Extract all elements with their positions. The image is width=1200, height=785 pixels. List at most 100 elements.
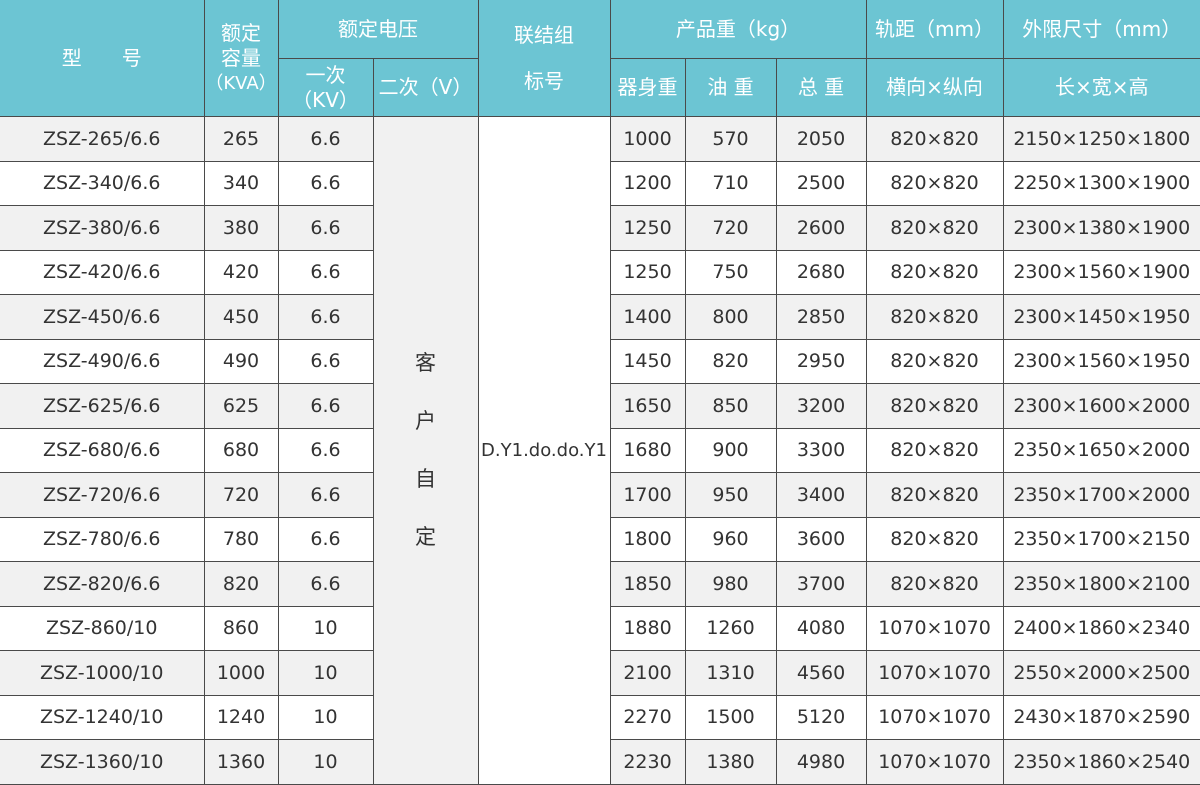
table-row: ZSZ-1360/10 1360 10 2230 1380 4980 1070×1070 23…	[0, 739, 1200, 785]
header-primary: 一次 （KV）	[278, 58, 374, 117]
cell-gauge: 1070×1070	[865, 650, 1004, 696]
table-row: ZSZ-265/6.6 265 6.6 客户自定 D.Y1.do.do.Y1 1000 57…	[0, 116, 1200, 785]
table-row: ZSZ-625/6.6 625 6.6 1650 850 3200 820×820 2300×…	[0, 383, 1200, 429]
cell-dimensions: 2300×1380×1900	[1002, 205, 1200, 251]
cell-total-weight: 3300	[775, 427, 867, 473]
cell-total-weight: 2850	[775, 294, 867, 340]
cell-model: ZSZ-450/6.6	[0, 294, 205, 340]
cell-model: ZSZ-380/6.6	[0, 205, 205, 251]
cell-dimensions: 2350×1800×2100	[1002, 561, 1200, 607]
cell-capacity: 340	[203, 160, 279, 206]
cell-oil-weight: 800	[684, 294, 777, 340]
cell-gauge: 820×820	[865, 516, 1004, 562]
cell-dimensions: 2300×1560×1900	[1002, 249, 1200, 295]
cell-gauge: 820×820	[865, 160, 1004, 206]
cell-total-weight: 5120	[775, 694, 867, 740]
cell-capacity: 860	[203, 605, 279, 651]
cell-capacity: 1360	[203, 739, 279, 785]
cell-body-weight: 1850	[609, 561, 686, 607]
cell-primary-voltage: 6.6	[277, 294, 374, 340]
table-body: ZSZ-265/6.6 265 6.6 客户自定 D.Y1.do.do.Y1 1000 57…	[0, 116, 1200, 785]
cell-oil-weight: 850	[684, 383, 777, 429]
table-row: ZSZ-380/6.6 380 6.6 1250 720 2600 820×820 2300×…	[0, 205, 1200, 251]
header-weight-total: 总 重	[775, 58, 867, 117]
cell-dimensions: 2350×1700×2150	[1002, 516, 1200, 562]
cell-secondary-voltage: 客户自定	[372, 116, 479, 785]
cell-body-weight: 1800	[609, 516, 686, 562]
header-connection: 联结组 标号	[477, 0, 611, 117]
header-weight-body: 器身重	[609, 58, 686, 117]
header-gauge-sub: 横向×纵向	[865, 58, 1004, 117]
cell-model: ZSZ-420/6.6	[0, 249, 205, 295]
cell-gauge: 820×820	[865, 383, 1004, 429]
cell-model: ZSZ-680/6.6	[0, 427, 205, 473]
cell-primary-voltage: 10	[277, 650, 374, 696]
cell-model: ZSZ-265/6.6	[0, 116, 205, 162]
cell-capacity: 265	[203, 116, 279, 162]
cell-capacity: 490	[203, 338, 279, 384]
cell-total-weight: 4980	[775, 739, 867, 785]
table-row: ZSZ-860/10 860 10 1880 1260 4080 1070×1070 2400…	[0, 605, 1200, 651]
cell-oil-weight: 960	[684, 516, 777, 562]
cell-primary-voltage: 6.6	[277, 160, 374, 206]
cell-primary-voltage: 6.6	[277, 338, 374, 384]
cell-oil-weight: 1500	[684, 694, 777, 740]
cell-capacity: 420	[203, 249, 279, 295]
header-primary-line1: 一次	[305, 62, 346, 87]
cell-model: ZSZ-720/6.6	[0, 472, 205, 518]
cell-body-weight: 1250	[609, 249, 686, 295]
cell-capacity: 720	[203, 472, 279, 518]
cell-primary-voltage: 6.6	[277, 116, 374, 162]
cell-oil-weight: 820	[684, 338, 777, 384]
cell-model: ZSZ-1000/10	[0, 650, 205, 696]
cell-total-weight: 3200	[775, 383, 867, 429]
cell-dimensions: 2300×1450×1950	[1002, 294, 1200, 340]
header-connection-line1: 联结组	[514, 23, 574, 47]
cell-dimensions: 2250×1300×1900	[1002, 160, 1200, 206]
header-weight: 产品重（kg）	[609, 0, 867, 59]
header-primary-unit: （KV）	[292, 87, 359, 112]
cell-oil-weight: 710	[684, 160, 777, 206]
cell-model: ZSZ-780/6.6	[0, 516, 205, 562]
cell-body-weight: 2230	[609, 739, 686, 785]
cell-gauge: 1070×1070	[865, 694, 1004, 740]
cell-total-weight: 3600	[775, 516, 867, 562]
table-row: ZSZ-340/6.6 340 6.6 1200 710 2500 820×820 2250×…	[0, 160, 1200, 206]
cell-body-weight: 1650	[609, 383, 686, 429]
secondary-voltage-char: 自	[415, 467, 436, 492]
cell-dimensions: 2350×1860×2540	[1002, 739, 1200, 785]
header-weight-oil: 油 重	[684, 58, 777, 117]
cell-primary-voltage: 6.6	[277, 472, 374, 518]
cell-gauge: 820×820	[865, 294, 1004, 340]
table-row: ZSZ-820/6.6 820 6.6 1850 980 3700 820×820 2350×…	[0, 561, 1200, 607]
header-gauge: 轨距（mm）	[865, 0, 1004, 59]
header-capacity-unit: （KVA）	[205, 72, 277, 94]
cell-body-weight: 1680	[609, 427, 686, 473]
cell-oil-weight: 1310	[684, 650, 777, 696]
header-dims: 外限尺寸（mm）	[1002, 0, 1200, 59]
cell-total-weight: 3400	[775, 472, 867, 518]
cell-body-weight: 1880	[609, 605, 686, 651]
cell-oil-weight: 570	[684, 116, 777, 162]
cell-oil-weight: 1380	[684, 739, 777, 785]
cell-dimensions: 2300×1560×1950	[1002, 338, 1200, 384]
cell-total-weight: 2600	[775, 205, 867, 251]
cell-gauge: 1070×1070	[865, 605, 1004, 651]
cell-body-weight: 1000	[609, 116, 686, 162]
secondary-voltage-char: 定	[415, 525, 436, 550]
table-row: ZSZ-1000/10 1000 10 2100 1310 4560 1070×1070 25…	[0, 650, 1200, 696]
cell-gauge: 820×820	[865, 561, 1004, 607]
cell-gauge: 820×820	[865, 472, 1004, 518]
cell-total-weight: 2680	[775, 249, 867, 295]
header-capacity: 额定 容量 （KVA）	[203, 0, 279, 117]
cell-model: ZSZ-860/10	[0, 605, 205, 651]
cell-capacity: 380	[203, 205, 279, 251]
cell-primary-voltage: 6.6	[277, 383, 374, 429]
cell-gauge: 820×820	[865, 338, 1004, 384]
header-voltage: 额定电压	[277, 0, 479, 59]
header-dims-sub: 长×宽×高	[1002, 58, 1200, 117]
cell-gauge: 820×820	[865, 427, 1004, 473]
cell-total-weight: 3700	[775, 561, 867, 607]
secondary-voltage-char: 户	[415, 409, 436, 434]
